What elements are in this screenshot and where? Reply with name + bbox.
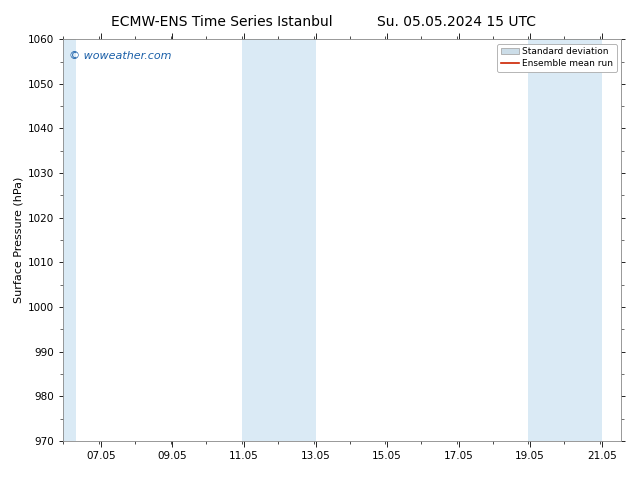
Text: Su. 05.05.2024 15 UTC: Su. 05.05.2024 15 UTC (377, 15, 536, 29)
Bar (528, 39, 602, 441)
Bar (63, 39, 76, 441)
Legend: Standard deviation, Ensemble mean run: Standard deviation, Ensemble mean run (497, 44, 617, 72)
Text: ECMW-ENS Time Series Istanbul: ECMW-ENS Time Series Istanbul (111, 15, 333, 29)
Y-axis label: Surface Pressure (hPa): Surface Pressure (hPa) (14, 177, 24, 303)
Text: © woweather.com: © woweather.com (69, 51, 171, 61)
Bar (242, 39, 316, 441)
